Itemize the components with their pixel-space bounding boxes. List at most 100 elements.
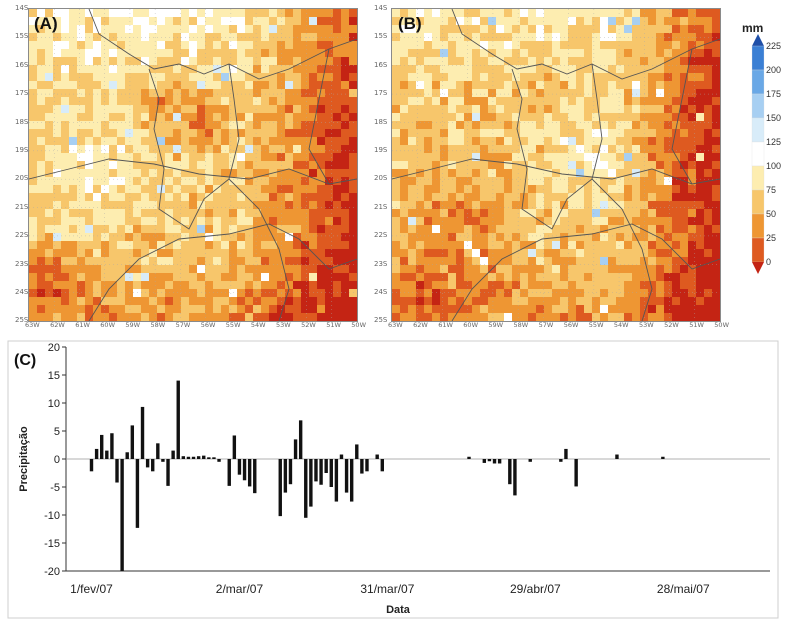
map-cell (672, 297, 681, 306)
map-cell (488, 49, 497, 58)
map-cell (285, 305, 294, 314)
map-cell (221, 89, 230, 98)
map-cell (213, 121, 222, 130)
map-cell (696, 209, 705, 218)
map-cell (181, 49, 190, 58)
map-cell (45, 185, 54, 194)
map-cell (261, 161, 270, 170)
map-cell (149, 273, 158, 282)
map-cell (488, 201, 497, 210)
map-cell (480, 193, 489, 202)
map-cell (133, 25, 142, 34)
map-cell (333, 137, 342, 146)
map-cell (93, 137, 102, 146)
map-cell (504, 121, 513, 130)
map-cell (608, 257, 617, 266)
map-cell (600, 257, 609, 266)
map-cell (53, 225, 62, 234)
map-cell (253, 17, 262, 26)
map-cell (560, 113, 569, 122)
map-cell (472, 241, 481, 250)
map-cell (616, 241, 625, 250)
map-cell (696, 145, 705, 154)
map-cell (496, 233, 505, 242)
map-cell (269, 41, 278, 50)
map-cell (165, 105, 174, 114)
map-cell (93, 81, 102, 90)
lat-tick-label: 21S (15, 202, 29, 211)
map-cell (29, 225, 38, 234)
map-cell (165, 97, 174, 106)
map-cell (181, 217, 190, 226)
map-cell (416, 137, 425, 146)
map-cell (125, 185, 134, 194)
map-cell (712, 57, 720, 66)
map-cell (61, 177, 70, 186)
map-cell (29, 233, 38, 242)
map-cell (704, 57, 713, 66)
map-cell (293, 97, 302, 106)
map-cell (704, 169, 713, 178)
map-cell (600, 265, 609, 274)
map-cell (157, 297, 166, 306)
map-cell (560, 305, 569, 314)
map-cell (688, 65, 697, 74)
map-cell (189, 161, 198, 170)
map-cell (488, 233, 497, 242)
map-cell (536, 25, 545, 34)
map-cell (77, 185, 86, 194)
precip-bar (89, 459, 94, 472)
map-cell (464, 153, 473, 162)
map-cell (77, 97, 86, 106)
map-cell (600, 217, 609, 226)
map-cell (349, 97, 357, 106)
map-cell (349, 25, 357, 34)
map-cell (53, 257, 62, 266)
map-cell (29, 17, 38, 26)
map-cell (536, 121, 545, 130)
map-cell (141, 49, 150, 58)
map-cell (512, 177, 521, 186)
map-cell (608, 289, 617, 298)
map-cell (133, 17, 142, 26)
map-cell (712, 153, 720, 162)
map-cell (560, 49, 569, 58)
map-cell (221, 217, 230, 226)
map-cell (117, 193, 126, 202)
map-cell (688, 97, 697, 106)
map-cell (157, 121, 166, 130)
map-cell (464, 113, 473, 122)
map-cell (600, 193, 609, 202)
map-cell (325, 113, 334, 122)
map-cell (408, 233, 417, 242)
map-cell (181, 225, 190, 234)
map-cell (173, 89, 182, 98)
map-cell (416, 145, 425, 154)
map-cell (416, 153, 425, 162)
map-cell (648, 265, 657, 274)
map-cell (456, 313, 465, 321)
map-cell (600, 273, 609, 282)
map-cell (309, 225, 318, 234)
map-cell (576, 57, 585, 66)
map-cell (245, 105, 254, 114)
map-cell (672, 169, 681, 178)
map-cell (416, 113, 425, 122)
map-cell (408, 265, 417, 274)
precip-bar (237, 459, 242, 475)
map-cell (53, 193, 62, 202)
map-cell (552, 193, 561, 202)
map-cell (125, 57, 134, 66)
map-cell (213, 201, 222, 210)
state-border (591, 178, 653, 321)
map-cell (408, 281, 417, 290)
map-cell (504, 233, 513, 242)
map-cell (37, 161, 46, 170)
map-cell (432, 169, 441, 178)
precip-bar (181, 456, 186, 459)
map-cell (269, 209, 278, 218)
precip-bar (513, 459, 517, 496)
map-cell (592, 169, 601, 178)
map-cell (269, 121, 278, 130)
map-cell (488, 257, 497, 266)
